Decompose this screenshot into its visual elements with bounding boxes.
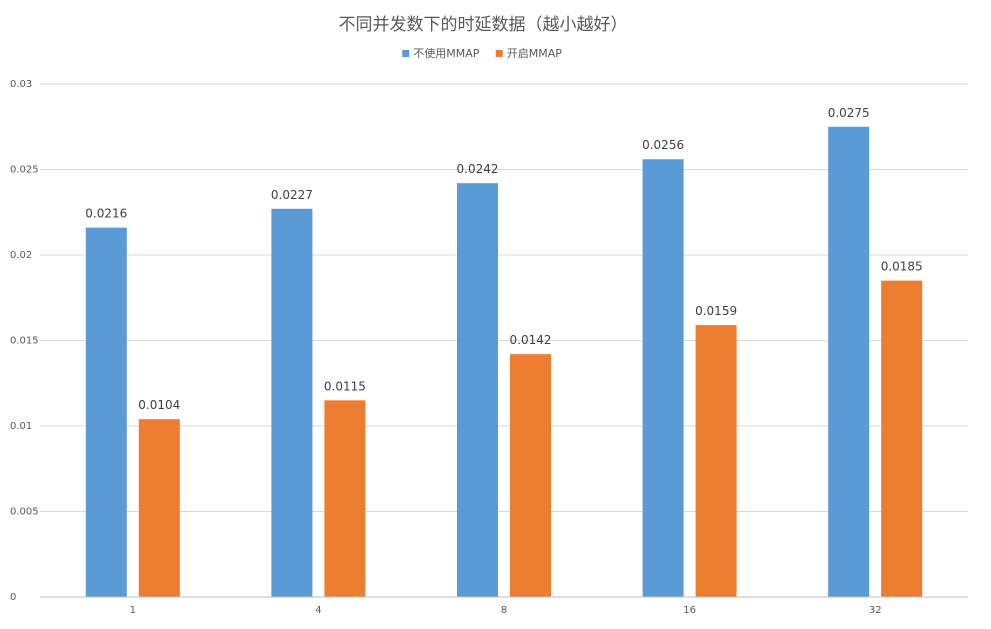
legend-swatch bbox=[402, 50, 410, 57]
y-axis-tick-labels: 0 0.005 0.01 0.015 0.02 0.025 0.03 bbox=[10, 79, 39, 603]
y-tick-label: 0.025 bbox=[10, 165, 39, 176]
gridlines bbox=[40, 83, 968, 512]
data-label: 0.0185 bbox=[881, 260, 923, 274]
bar-mmap bbox=[881, 280, 923, 597]
y-tick-label: 0.005 bbox=[10, 507, 39, 518]
legend: 不使用MMAP 开启MMAP bbox=[402, 47, 562, 60]
bar-mmap bbox=[695, 325, 737, 597]
chart-title: 不同并发数下的时延数据（越小越好） bbox=[339, 15, 628, 35]
x-tick-label: 32 bbox=[869, 605, 882, 616]
bar-no-mmap bbox=[85, 227, 127, 597]
y-tick-label: 0 bbox=[10, 592, 16, 603]
y-tick-label: 0.01 bbox=[10, 421, 32, 432]
data-label: 0.0159 bbox=[695, 304, 737, 318]
data-label: 0.0104 bbox=[138, 398, 180, 412]
data-label: 0.0216 bbox=[85, 207, 127, 221]
bar-no-mmap bbox=[642, 159, 684, 598]
data-label: 0.0256 bbox=[642, 138, 684, 152]
bar-mmap bbox=[324, 400, 366, 597]
legend-label: 开启MMAP bbox=[507, 47, 563, 60]
x-tick-label: 4 bbox=[315, 605, 321, 616]
x-tick-label: 16 bbox=[683, 605, 696, 616]
legend-item-no-mmap: 不使用MMAP bbox=[402, 47, 480, 60]
bars bbox=[85, 126, 923, 598]
legend-item-mmap: 开启MMAP bbox=[495, 47, 563, 60]
y-tick-label: 0.02 bbox=[10, 250, 32, 261]
y-tick-label: 0.03 bbox=[10, 79, 32, 90]
data-label: 0.0227 bbox=[271, 188, 313, 202]
data-labels: 0.0216 0.0104 0.0227 0.0115 0.0242 0.0142 0.02… bbox=[85, 106, 922, 412]
y-tick-label: 0.015 bbox=[10, 336, 39, 347]
x-tick-label: 8 bbox=[501, 605, 507, 616]
data-label: 0.0142 bbox=[510, 333, 552, 347]
x-tick-label: 1 bbox=[130, 605, 136, 616]
bar-no-mmap bbox=[271, 208, 313, 597]
bar-mmap bbox=[138, 419, 180, 597]
bar-mmap bbox=[510, 354, 551, 597]
legend-label: 不使用MMAP bbox=[413, 47, 480, 60]
x-axis-tick-labels: 1 4 8 16 32 bbox=[130, 605, 882, 616]
data-label: 0.0275 bbox=[828, 106, 870, 120]
data-label: 0.0115 bbox=[324, 379, 366, 393]
bar-no-mmap bbox=[457, 183, 498, 597]
data-label: 0.0242 bbox=[457, 162, 499, 176]
legend-swatch bbox=[495, 50, 503, 57]
bar-no-mmap bbox=[828, 126, 870, 597]
